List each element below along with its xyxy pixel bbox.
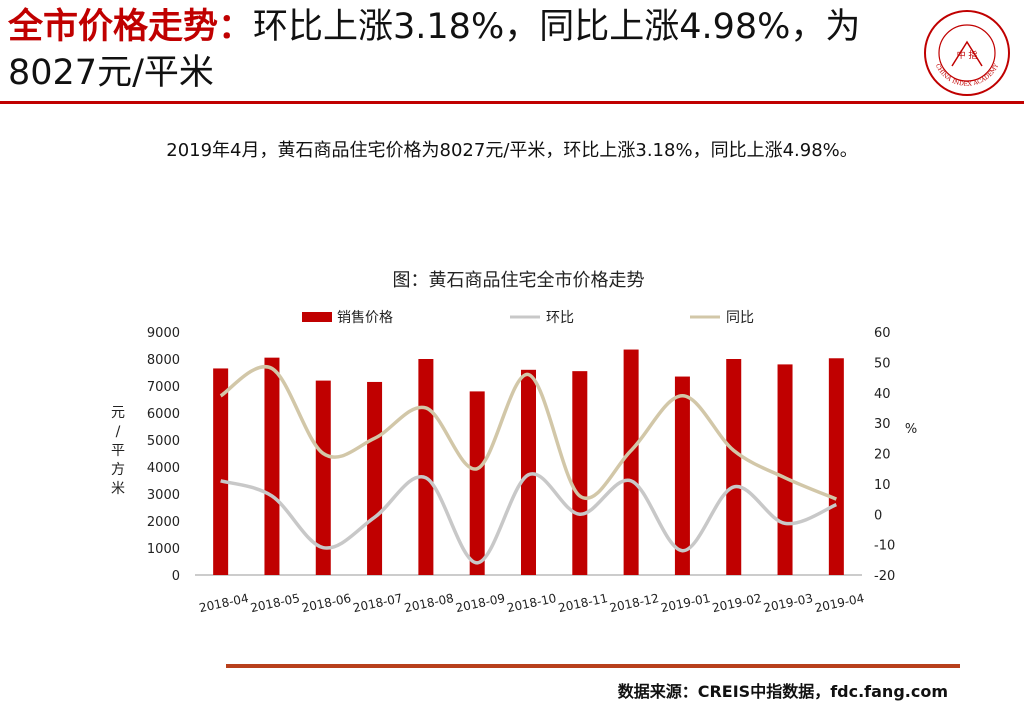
- y-left-tick-label: 6000: [147, 407, 180, 422]
- footer-divider: [226, 664, 960, 668]
- bar-price: [572, 371, 588, 575]
- bar-price: [726, 359, 742, 575]
- y-right-axis-label: %: [905, 422, 917, 437]
- y-right-tick-label: 30: [874, 417, 891, 432]
- y-right-tick-label: 20: [874, 448, 891, 463]
- bar-price: [521, 369, 536, 575]
- y-left-tick-label: 7000: [147, 380, 180, 395]
- y-left-axis-label-char: 元: [111, 405, 125, 421]
- y-left-tick-label: 9000: [147, 326, 180, 341]
- y-left-axis-label-char: 米: [111, 481, 125, 497]
- data-source: 数据来源：CREIS中指数据，fdc.fang.com: [617, 682, 948, 701]
- bar-price: [469, 391, 485, 575]
- chart-title: 图：黄石商品住宅全市价格走势: [393, 270, 645, 291]
- x-tick-label: 2018-10: [506, 591, 558, 615]
- x-tick-label: 2018-08: [403, 591, 455, 615]
- line-mom: [220, 472, 838, 565]
- page-title: 全市价格走势：环比上涨3.18%，同比上涨4.98%，为8027元/平米: [8, 4, 888, 96]
- x-tick-label: 2018-06: [300, 591, 352, 615]
- legend-label-price: 销售价格: [337, 310, 393, 326]
- y-left-tick-label: 2000: [147, 515, 180, 530]
- page-title-prefix: 全市价格走势：: [8, 7, 254, 47]
- legend-swatch-price: [302, 312, 332, 322]
- bar-price: [418, 359, 434, 575]
- y-left-tick-label: 3000: [147, 488, 180, 503]
- summary-text: 2019年4月，黄石商品住宅价格为8027元/平米，环比上涨3.18%，同比上涨…: [166, 140, 858, 161]
- y-left-axis-label-char: 方: [111, 462, 125, 478]
- x-tick-label: 2018-05: [249, 591, 301, 615]
- y-right-tick-label: 60: [874, 326, 891, 341]
- bar-price: [264, 357, 280, 575]
- y-left-tick-label: 8000: [147, 353, 180, 368]
- x-tick-label: 2018-07: [352, 591, 404, 615]
- bar-price: [777, 364, 793, 575]
- page-title-text: 环比上涨3.18%，同比上涨4.98%，为8027元/平米: [8, 7, 861, 93]
- bar-price: [623, 349, 639, 575]
- x-tick-label: 2018-12: [608, 591, 660, 615]
- y-right-tick-label: 50: [874, 356, 891, 371]
- header-divider: [0, 101, 1024, 104]
- bar-price: [674, 376, 690, 575]
- y-right-tick-label: 0: [874, 508, 882, 523]
- y-left-axis-label-char: 平: [111, 443, 125, 459]
- x-tick-label: 2019-03: [762, 591, 814, 615]
- china-index-academy-seal-icon: 中 指 CHINA INDEX ACADEMY: [924, 10, 1010, 96]
- bar-price: [213, 368, 229, 575]
- y-right-tick-label: 10: [874, 478, 891, 493]
- logo-center-text: 中 指: [957, 49, 978, 61]
- x-tick-label: 2018-04: [198, 591, 250, 615]
- legend-label-yoy: 同比: [726, 310, 754, 326]
- y-left-tick-label: 0: [172, 569, 180, 584]
- y-right-tick-label: -20: [874, 569, 895, 584]
- bar-price: [315, 380, 331, 575]
- bar-price: [367, 381, 383, 575]
- logo-ring-text: CHINA INDEX ACADEMY: [934, 62, 1001, 88]
- y-left-tick-label: 1000: [147, 542, 180, 557]
- y-right-tick-label: -10: [874, 539, 895, 554]
- x-tick-label: 2018-11: [557, 591, 609, 615]
- x-tick-label: 2019-02: [711, 591, 763, 615]
- bar-price: [828, 358, 844, 575]
- line-yoy: [219, 364, 838, 501]
- y-right-tick-label: 40: [874, 387, 891, 402]
- x-tick-label: 2019-01: [660, 591, 712, 615]
- y-left-tick-label: 4000: [147, 461, 180, 476]
- legend-label-mom: 环比: [546, 310, 574, 326]
- y-left-axis-label-char: /: [116, 424, 121, 440]
- x-tick-label: 2018-09: [454, 591, 506, 615]
- y-left-tick-label: 5000: [147, 434, 180, 449]
- x-tick-label: 2019-04: [814, 591, 866, 615]
